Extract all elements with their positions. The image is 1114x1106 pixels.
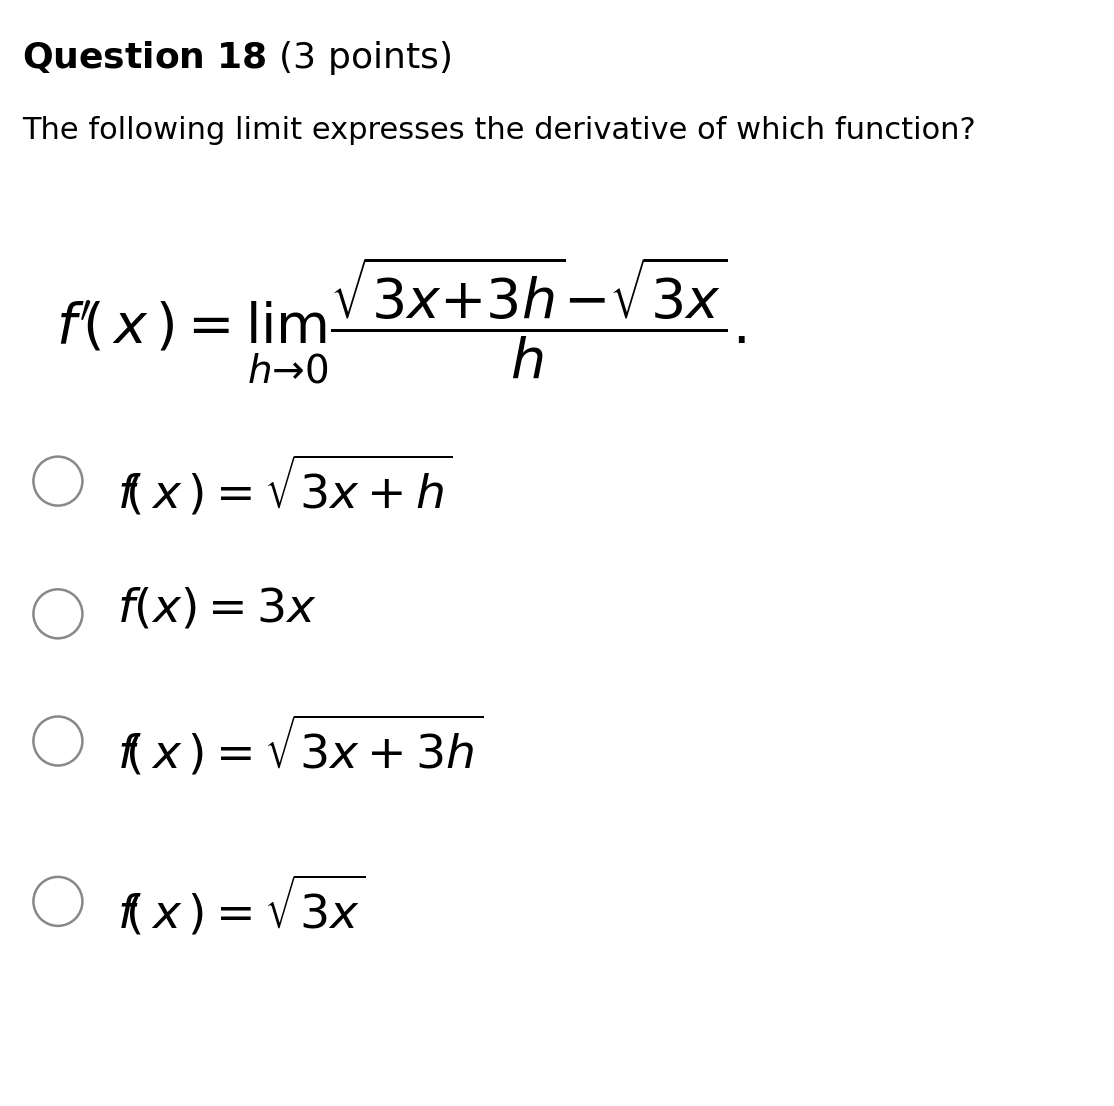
Text: $\mathbf{Question\ 18}$$\ \mathrm{(3\ points)}$: $\mathbf{Question\ 18}$$\ \mathrm{(3\ po… bbox=[22, 39, 451, 76]
Text: $f\!\left(\,x\,\right) = \sqrt{3x + 3h}$: $f\!\left(\,x\,\right) = \sqrt{3x + 3h}$ bbox=[117, 713, 483, 779]
Text: $f\!\left(\,x\,\right) = \sqrt{3x + h}$: $f\!\left(\,x\,\right) = \sqrt{3x + h}$ bbox=[117, 453, 453, 519]
Text: $f\!\left(\,x\,\right) = \sqrt{3x}$: $f\!\left(\,x\,\right) = \sqrt{3x}$ bbox=[117, 874, 365, 939]
Text: $f(x) = 3x$: $f(x) = 3x$ bbox=[117, 586, 316, 632]
Text: $f'\!\left(\,x\,\right) = \lim_{h\to 0}\dfrac{\sqrt{3x+3h}-\sqrt{3x}}{h}.$: $f'\!\left(\,x\,\right) = \lim_{h\to 0}\… bbox=[56, 254, 745, 386]
Text: The following limit expresses the derivative of which function?: The following limit expresses the deriva… bbox=[22, 116, 976, 145]
